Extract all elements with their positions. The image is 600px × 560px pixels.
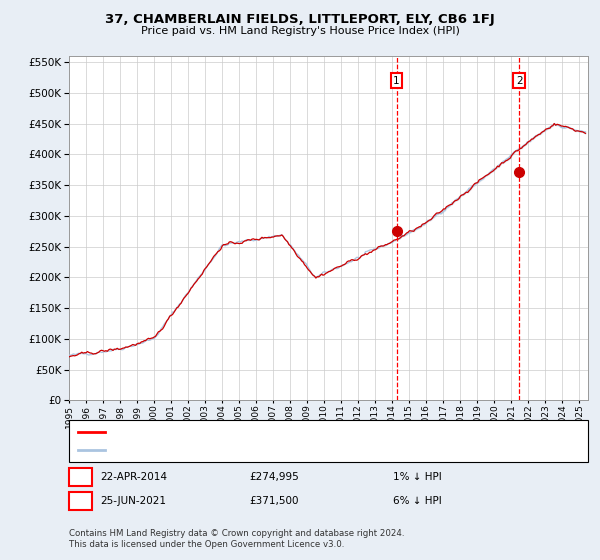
- Text: 37, CHAMBERLAIN FIELDS, LITTLEPORT, ELY, CB6 1FJ: 37, CHAMBERLAIN FIELDS, LITTLEPORT, ELY,…: [105, 13, 495, 26]
- Text: 1: 1: [393, 76, 400, 86]
- Text: 37, CHAMBERLAIN FIELDS, LITTLEPORT, ELY, CB6 1FJ (detached house): 37, CHAMBERLAIN FIELDS, LITTLEPORT, ELY,…: [108, 427, 442, 436]
- Text: £274,995: £274,995: [249, 472, 299, 482]
- Text: 22-APR-2014: 22-APR-2014: [100, 472, 167, 482]
- Text: Price paid vs. HM Land Registry's House Price Index (HPI): Price paid vs. HM Land Registry's House …: [140, 26, 460, 36]
- Text: £371,500: £371,500: [249, 496, 299, 506]
- Text: 1: 1: [77, 472, 84, 482]
- Text: 2: 2: [77, 496, 84, 506]
- Text: 25-JUN-2021: 25-JUN-2021: [100, 496, 166, 506]
- Text: 1% ↓ HPI: 1% ↓ HPI: [393, 472, 442, 482]
- Text: Contains HM Land Registry data © Crown copyright and database right 2024.
This d: Contains HM Land Registry data © Crown c…: [69, 529, 404, 549]
- Text: 6% ↓ HPI: 6% ↓ HPI: [393, 496, 442, 506]
- Text: 2: 2: [516, 76, 523, 86]
- Text: HPI: Average price, detached house, East Cambridgeshire: HPI: Average price, detached house, East…: [108, 446, 383, 455]
